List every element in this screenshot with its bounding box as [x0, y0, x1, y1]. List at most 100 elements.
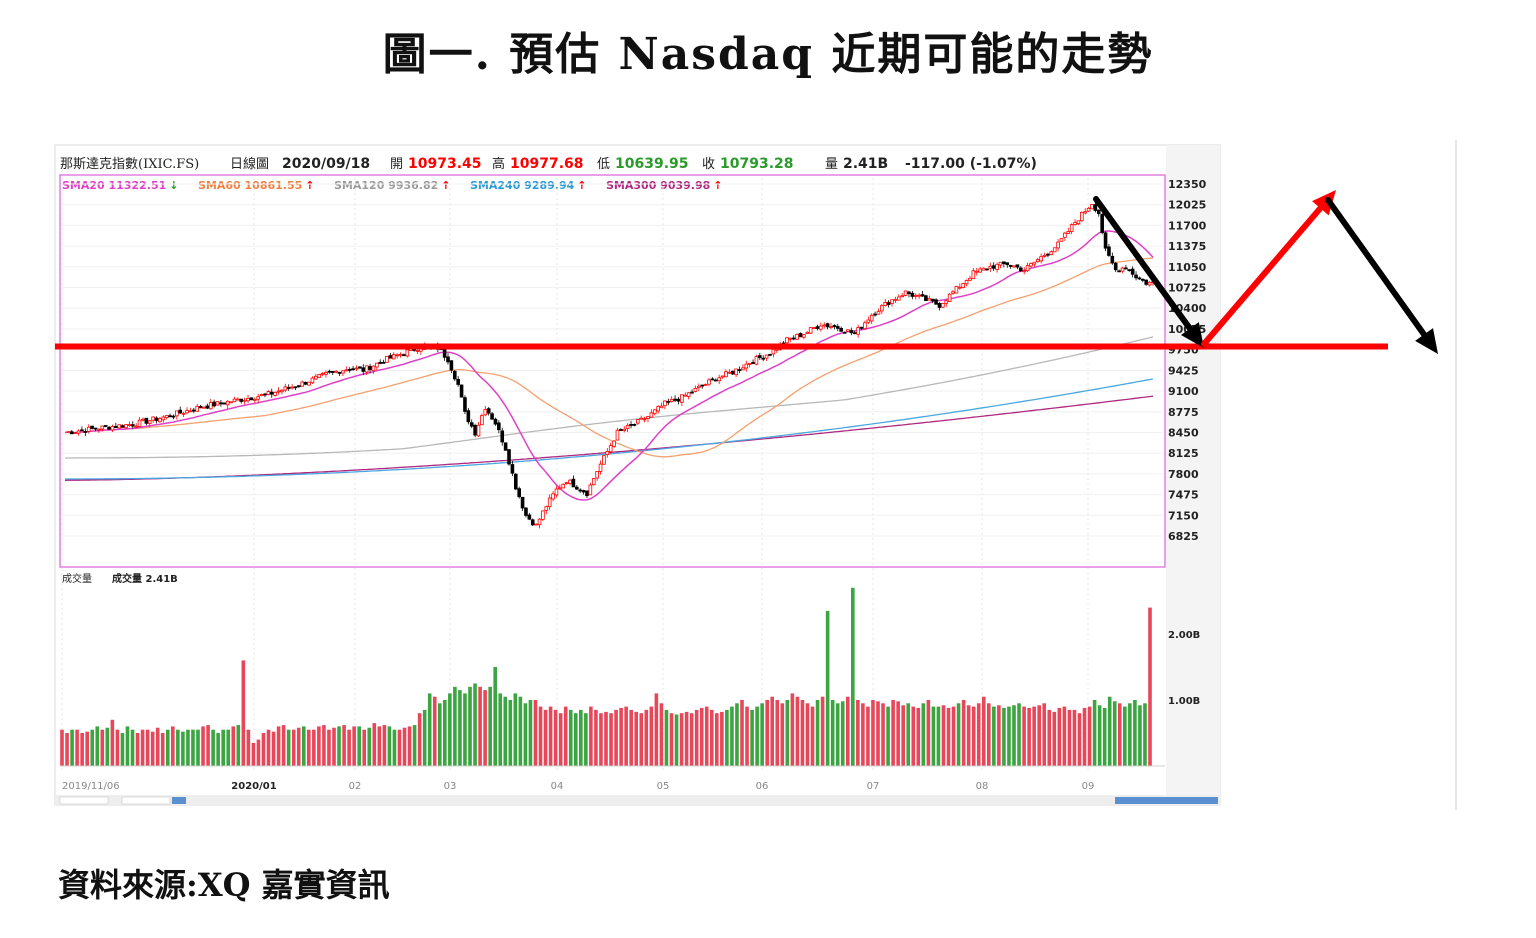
volume-bar-up [694, 709, 699, 766]
toolbar-icons[interactable] [1115, 797, 1218, 804]
candle-up [591, 478, 596, 486]
sma120-line [65, 336, 1154, 459]
candle-up [371, 365, 376, 372]
volume-bar-up [312, 729, 316, 766]
volume-bar-down [523, 703, 528, 766]
candle-down [452, 370, 457, 380]
candle-up [944, 300, 949, 304]
volume-bar-up [307, 729, 311, 766]
candle-down [381, 361, 386, 364]
sma-label-2: SMA120 9936.82 ↑ [334, 179, 451, 192]
volume-bar-down [584, 713, 588, 766]
candle-down [93, 427, 98, 430]
candle-down [1008, 265, 1013, 267]
candle-down [459, 384, 464, 398]
volume-bar-up [644, 709, 649, 766]
candle-up [608, 445, 613, 453]
volume-bar-up [145, 729, 150, 766]
price-tick-label: 6825 [1168, 530, 1199, 543]
volume-bar-up [1027, 707, 1031, 766]
volume-bar-up [669, 713, 674, 766]
volume-bar-up [689, 713, 694, 766]
candle-down [815, 326, 820, 329]
price-tick-label: 10725 [1168, 282, 1206, 295]
volume-bar-up [715, 713, 719, 766]
candle-up [483, 409, 488, 416]
volume-bar-down [422, 709, 427, 766]
candle-down [842, 331, 847, 334]
volume-bar-up [961, 700, 966, 766]
volume-bar-up [548, 706, 553, 766]
candle-up [564, 482, 569, 485]
vertical-divider [1455, 140, 1457, 810]
toolbar-control-1[interactable] [59, 796, 109, 805]
candle-up [208, 402, 213, 410]
volume-bar-up [1148, 607, 1152, 766]
candle-down [886, 302, 891, 305]
volume-bar-up [553, 709, 558, 766]
candle-down [690, 391, 694, 394]
candle-up [147, 420, 152, 424]
toolbar-control-2[interactable] [121, 796, 171, 805]
candle-up [1080, 211, 1084, 222]
candle-down [490, 413, 494, 420]
candle-up [317, 373, 322, 378]
toolbar-control-3[interactable] [172, 797, 186, 804]
volume-bar-up [1062, 706, 1067, 766]
candle-down [666, 400, 671, 403]
candle-down [832, 325, 837, 328]
x-tick-label: 03 [444, 781, 457, 792]
volume-bar-down [760, 703, 764, 766]
candle-up [480, 415, 484, 426]
candle-down [859, 326, 864, 329]
candle-up [947, 293, 952, 302]
candle-down [178, 409, 183, 414]
candle-up [869, 314, 874, 322]
volume-bar-up [1087, 706, 1092, 766]
candle-down [297, 385, 301, 388]
volume-bar-down [508, 700, 513, 766]
volume-bar-up [60, 729, 64, 766]
volume-bar-down [357, 726, 361, 766]
candle-down [852, 332, 857, 335]
volume-bar-down [840, 701, 845, 766]
candle-down [1103, 232, 1108, 249]
candle-down [103, 425, 108, 427]
x-tick-label: 07 [867, 781, 880, 792]
volume-bar-up [483, 690, 487, 766]
candle-up [785, 337, 789, 344]
volume-bar-up [1117, 703, 1122, 766]
volume-bar-up [432, 696, 437, 766]
candle-down [520, 496, 525, 509]
volume-bar-down [1133, 700, 1137, 766]
candle-down [168, 415, 172, 418]
candle-up [602, 455, 606, 465]
candle-down [1124, 267, 1128, 270]
candle-up [812, 327, 816, 329]
price-tick-label: 8775 [1168, 406, 1199, 419]
candle-up [215, 401, 220, 406]
candle-up [961, 283, 965, 288]
volume-bar-down [886, 706, 890, 766]
volume-bar-down [936, 706, 941, 766]
price-tick-label: 12025 [1168, 199, 1206, 212]
price-panel-frame [59, 174, 1166, 568]
candle-down [700, 384, 705, 387]
volume-bar-up [941, 705, 946, 766]
candle-up [415, 350, 420, 352]
volume-bar-up [377, 726, 382, 766]
volume-bar-up [659, 703, 664, 766]
candle-up [646, 416, 650, 419]
candle-down [571, 478, 576, 488]
volume-bar-down [95, 726, 100, 766]
candle-down [486, 408, 491, 414]
volume-bar-up [997, 705, 1001, 766]
candle-up [395, 354, 399, 357]
candle-up [195, 405, 199, 412]
candle-down [120, 425, 125, 428]
candle-down [330, 371, 335, 373]
volume-bar-up [971, 706, 976, 766]
volume-bar-down [579, 709, 583, 766]
volume-bar-down [851, 587, 855, 766]
volume-bar-up [1067, 709, 1072, 766]
